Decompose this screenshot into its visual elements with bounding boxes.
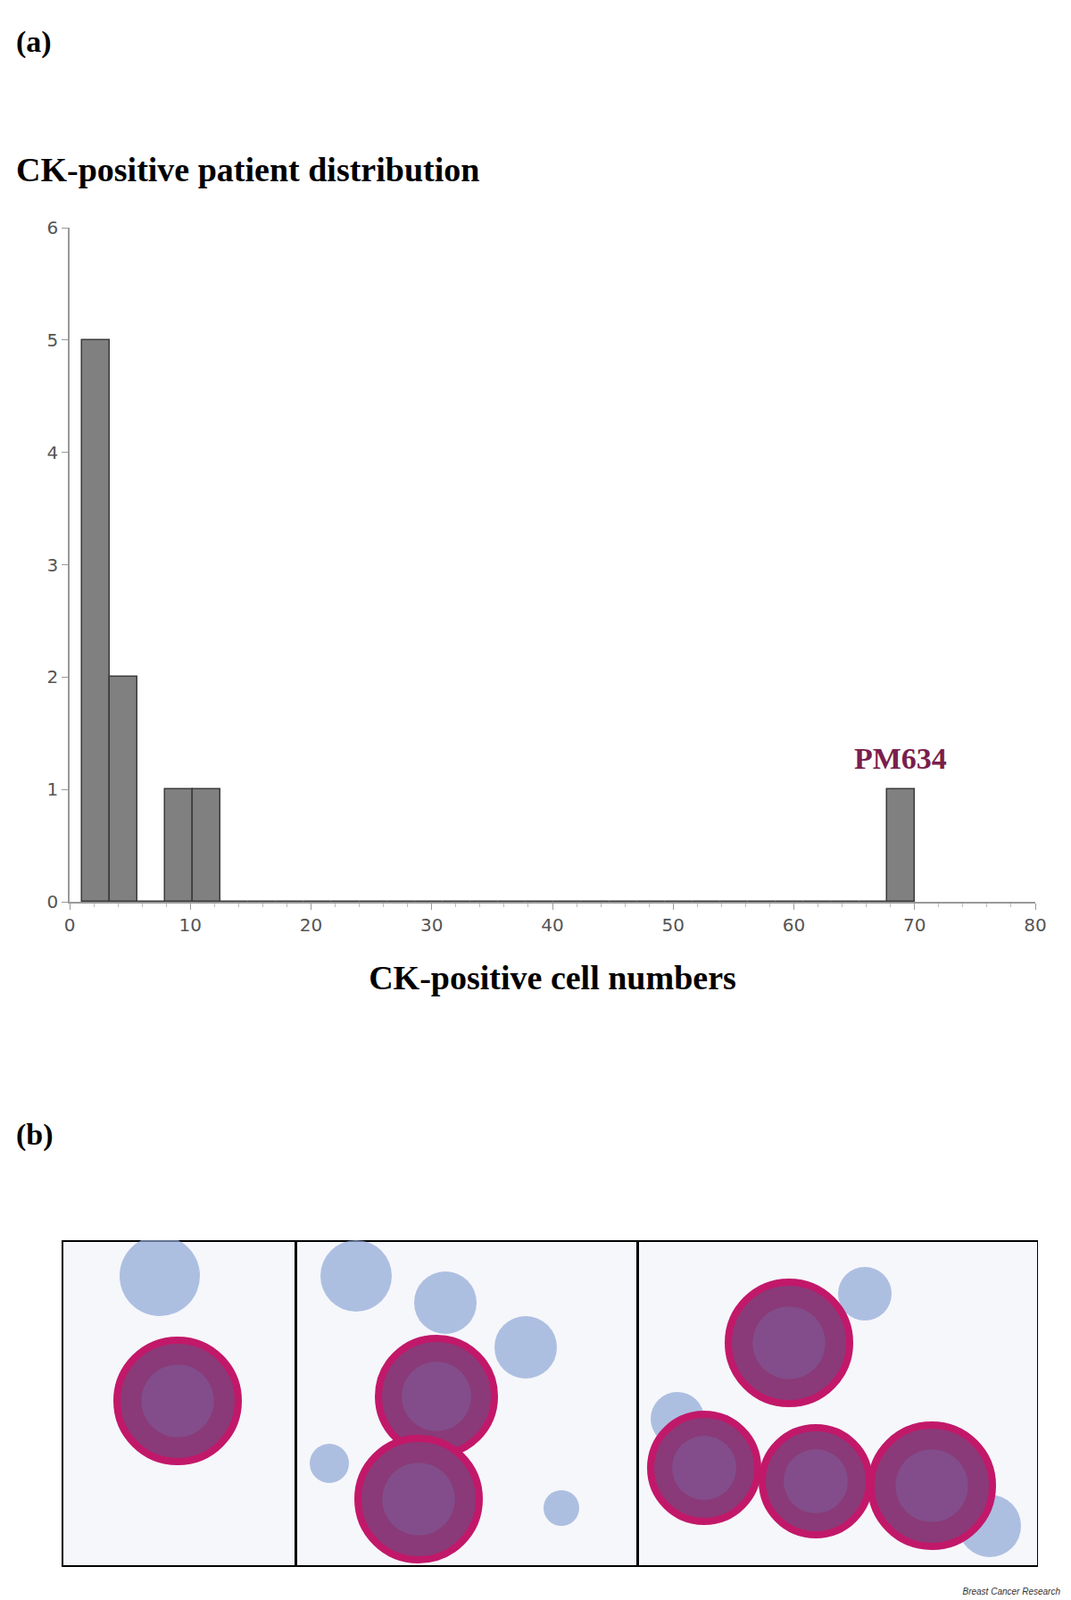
svg-text:60: 60 — [782, 913, 806, 936]
svg-text:80: 80 — [1023, 913, 1047, 936]
svg-text:30: 30 — [420, 913, 443, 936]
svg-text:5: 5 — [47, 329, 59, 351]
svg-text:2: 2 — [47, 665, 59, 688]
svg-text:CK-positive patient distributi: CK-positive patient distribution — [16, 150, 480, 189]
svg-text:1: 1 — [47, 778, 59, 800]
svg-text:6: 6 — [47, 216, 59, 239]
svg-text:70: 70 — [903, 913, 926, 936]
html-text:Breast Cancer Research: Breast Cancer Research — [962, 1585, 1061, 1596]
svg-text:50: 50 — [662, 913, 685, 936]
html-text:(b): (b) — [16, 1117, 54, 1151]
svg-text:0: 0 — [47, 890, 59, 913]
svg-text:20: 20 — [299, 913, 323, 936]
svg-text:40: 40 — [540, 913, 564, 936]
svg-text:CK-positive cell numbers: CK-positive cell numbers — [368, 958, 737, 997]
svg-text:PM634: PM634 — [854, 741, 947, 775]
svg-text:4: 4 — [47, 441, 59, 464]
svg-text:0: 0 — [64, 913, 76, 936]
svg-text:3: 3 — [47, 554, 59, 576]
html-text:(a): (a) — [16, 24, 52, 59]
svg-text:10: 10 — [179, 913, 202, 936]
